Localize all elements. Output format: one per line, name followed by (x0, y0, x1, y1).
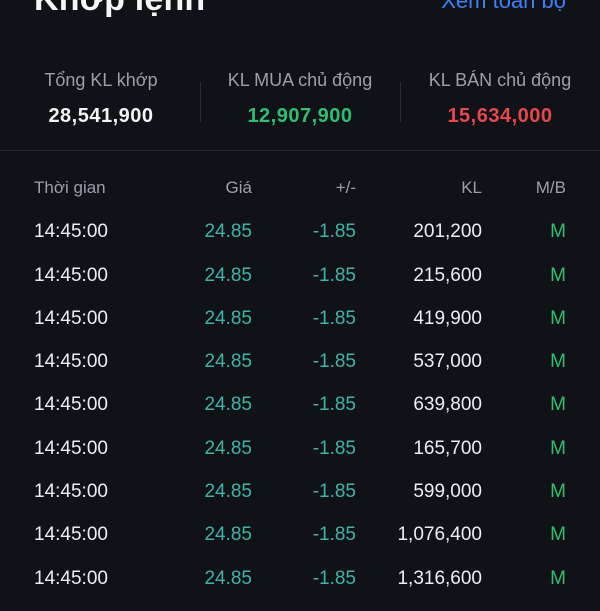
table-header-row: Thời gian Giá +/- KL M/B (0, 178, 600, 221)
cell-price: 24.85 (204, 351, 252, 373)
cell-change: -1.85 (312, 394, 356, 416)
cell-price: 24.85 (204, 307, 252, 329)
cell-side: M (550, 437, 566, 459)
table-row[interactable]: 14:45:00 24.85 -1.85 201,200 M (0, 221, 600, 264)
cell-change: -1.85 (312, 264, 356, 286)
cell-side: M (550, 264, 566, 286)
trade-table: Thời gian Giá +/- KL M/B 14:45:00 24.85 -1… (0, 178, 600, 611)
cell-time: 14:45:00 (34, 437, 108, 459)
cell-volume: 215,600 (413, 264, 482, 286)
trade-summary: Tổng KL khớp 28,541,900 KL MUA chủ động … (0, 70, 600, 134)
cell-change: -1.85 (312, 524, 356, 546)
cell-side: M (550, 221, 566, 243)
cell-time: 14:45:00 (34, 351, 108, 373)
header-time: Thời gian (34, 178, 106, 197)
view-all-link[interactable]: Xem toàn bộ (441, 0, 566, 13)
cell-side: M (550, 307, 566, 329)
summary-sell: KL BÁN chủ động 15,634,000 (412, 70, 588, 128)
table-row[interactable]: 14:45:00 24.85 -1.85 639,800 M (0, 394, 600, 437)
cell-price: 24.85 (204, 524, 252, 546)
cell-time: 14:45:00 (34, 524, 108, 546)
header-volume: KL (461, 178, 482, 197)
cell-side: M (550, 351, 566, 373)
cell-side: M (550, 524, 566, 546)
table-row[interactable]: 14:45:00 24.85 -1.85 215,600 M (0, 265, 600, 308)
header-side: M/B (535, 178, 566, 197)
table-row[interactable]: 14:45:00 24.85 -1.85 165,700 M (0, 438, 600, 481)
summary-divider (200, 82, 201, 122)
summary-total-value: 28,541,900 (48, 105, 154, 127)
cell-time: 14:45:00 (34, 567, 108, 589)
header-change: +/- (335, 178, 356, 197)
table-row[interactable]: 14:45:00 24.85 -1.85 1,076,400 M (0, 524, 600, 567)
summary-divider (400, 82, 401, 122)
cell-side: M (550, 567, 566, 589)
cell-side: M (550, 481, 566, 503)
cell-volume: 1,316,600 (397, 567, 482, 589)
summary-buy-value: 12,907,900 (247, 105, 353, 127)
cell-volume: 419,900 (413, 307, 482, 329)
cell-time: 14:45:00 (34, 394, 108, 416)
cell-time: 14:45:00 (34, 264, 108, 286)
cell-volume: 599,000 (413, 481, 482, 503)
header-price: Giá (225, 178, 252, 197)
summary-buy-label: KL MUA chủ động (227, 70, 373, 90)
page-title: Khớp lệnh (34, 0, 205, 19)
table-body: 14:45:00 24.85 -1.85 201,200 M 14:45:00 24.85 -… (0, 221, 600, 611)
table-row[interactable]: 14:45:00 24.85 -1.85 537,000 M (0, 351, 600, 394)
cell-volume: 1,076,400 (397, 524, 482, 546)
cell-change: -1.85 (312, 567, 356, 589)
cell-time: 14:45:00 (34, 481, 108, 503)
cell-volume: 537,000 (413, 351, 482, 373)
table-row[interactable]: 14:45:00 24.85 -1.85 1,316,600 M (0, 568, 600, 611)
cell-time: 14:45:00 (34, 221, 108, 243)
summary-sell-value: 15,634,000 (447, 105, 553, 127)
cell-price: 24.85 (204, 264, 252, 286)
summary-sell-label: KL BÁN chủ động (428, 70, 572, 90)
divider (0, 150, 600, 151)
cell-change: -1.85 (312, 351, 356, 373)
cell-price: 24.85 (204, 437, 252, 459)
table-row[interactable]: 14:45:00 24.85 -1.85 419,900 M (0, 308, 600, 351)
cell-price: 24.85 (204, 481, 252, 503)
cell-side: M (550, 394, 566, 416)
summary-total-label: Tổng KL khớp (44, 70, 158, 90)
summary-total: Tổng KL khớp 28,541,900 (16, 70, 186, 128)
cell-price: 24.85 (204, 567, 252, 589)
header: Khớp lệnh Xem toàn bộ (0, 0, 600, 40)
cell-change: -1.85 (312, 481, 356, 503)
table-row[interactable]: 14:45:00 24.85 -1.85 599,000 M (0, 481, 600, 524)
cell-price: 24.85 (204, 394, 252, 416)
cell-change: -1.85 (312, 307, 356, 329)
cell-price: 24.85 (204, 221, 252, 243)
cell-change: -1.85 (312, 221, 356, 243)
cell-volume: 165,700 (413, 437, 482, 459)
cell-time: 14:45:00 (34, 307, 108, 329)
summary-buy: KL MUA chủ động 12,907,900 (212, 70, 388, 128)
cell-volume: 201,200 (413, 221, 482, 243)
cell-change: -1.85 (312, 437, 356, 459)
cell-volume: 639,800 (413, 394, 482, 416)
